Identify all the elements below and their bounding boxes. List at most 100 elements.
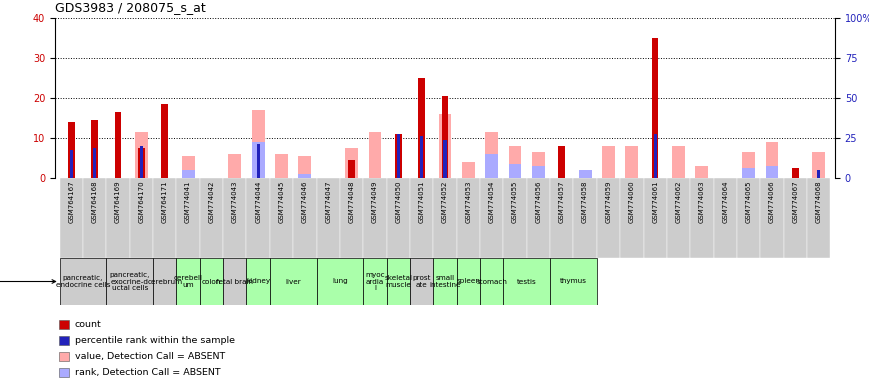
- Bar: [60, 258, 106, 305]
- Bar: [550, 178, 574, 258]
- Bar: [348, 160, 355, 178]
- Text: GSM774064: GSM774064: [722, 180, 728, 223]
- Bar: [223, 258, 247, 305]
- Bar: [602, 146, 615, 178]
- Text: GSM774049: GSM774049: [372, 180, 378, 223]
- Bar: [737, 178, 760, 258]
- Text: GSM774051: GSM774051: [419, 180, 425, 223]
- Bar: [644, 178, 667, 258]
- Bar: [363, 178, 387, 258]
- Bar: [182, 156, 195, 178]
- Text: myoc
ardia
l: myoc ardia l: [365, 272, 385, 291]
- Bar: [532, 152, 545, 178]
- Text: rank, Detection Call = ABSENT: rank, Detection Call = ABSENT: [75, 368, 220, 377]
- Bar: [443, 140, 447, 178]
- Text: GDS3983 / 208075_s_at: GDS3983 / 208075_s_at: [55, 1, 206, 14]
- Bar: [742, 168, 755, 178]
- Bar: [760, 178, 784, 258]
- Text: GSM774046: GSM774046: [302, 180, 308, 223]
- Bar: [579, 170, 592, 178]
- Bar: [532, 166, 545, 178]
- Text: pancreatic,
endocrine cells: pancreatic, endocrine cells: [56, 275, 110, 288]
- Text: colon: colon: [202, 278, 221, 285]
- Text: GSM774053: GSM774053: [466, 180, 471, 223]
- Text: GSM774042: GSM774042: [209, 180, 215, 223]
- Bar: [766, 166, 779, 178]
- Text: fetal brain: fetal brain: [216, 278, 254, 285]
- Bar: [316, 178, 340, 258]
- Bar: [480, 178, 503, 258]
- Text: GSM774063: GSM774063: [699, 180, 705, 223]
- Text: GSM774048: GSM774048: [348, 180, 355, 223]
- Bar: [252, 110, 264, 178]
- Bar: [298, 174, 311, 178]
- Text: cerebell
um: cerebell um: [174, 275, 202, 288]
- Bar: [807, 178, 830, 258]
- Text: GSM774057: GSM774057: [559, 180, 565, 223]
- Text: kidney: kidney: [246, 278, 270, 285]
- Bar: [162, 104, 168, 178]
- Bar: [270, 258, 316, 305]
- Bar: [652, 38, 659, 178]
- Bar: [106, 178, 129, 258]
- Bar: [387, 178, 410, 258]
- Bar: [182, 170, 195, 178]
- Text: GSM774059: GSM774059: [606, 180, 612, 223]
- Text: GSM774044: GSM774044: [255, 180, 262, 223]
- Bar: [439, 114, 451, 178]
- Bar: [485, 154, 498, 178]
- Bar: [395, 134, 401, 178]
- Text: GSM764171: GSM764171: [162, 180, 168, 223]
- Text: GSM764168: GSM764168: [92, 180, 97, 223]
- Bar: [462, 162, 474, 178]
- Bar: [667, 178, 690, 258]
- Bar: [817, 170, 820, 178]
- Bar: [742, 152, 755, 178]
- Bar: [434, 258, 457, 305]
- Bar: [574, 178, 597, 258]
- Text: GSM774061: GSM774061: [652, 180, 658, 223]
- Bar: [293, 178, 316, 258]
- Text: GSM774050: GSM774050: [395, 180, 401, 223]
- Text: count: count: [75, 320, 102, 329]
- Text: GSM774043: GSM774043: [232, 180, 238, 223]
- Text: GSM774060: GSM774060: [629, 180, 635, 223]
- Bar: [441, 96, 448, 178]
- Bar: [275, 154, 288, 178]
- Text: testis: testis: [517, 278, 537, 285]
- Text: value, Detection Call = ABSENT: value, Detection Call = ABSENT: [75, 352, 225, 361]
- Bar: [270, 178, 293, 258]
- Bar: [363, 258, 387, 305]
- Bar: [256, 144, 260, 178]
- Bar: [60, 178, 83, 258]
- Bar: [784, 178, 807, 258]
- Bar: [229, 154, 242, 178]
- Text: stomach: stomach: [476, 278, 507, 285]
- Bar: [420, 136, 423, 178]
- Bar: [485, 132, 498, 178]
- Text: prost
ate: prost ate: [413, 275, 431, 288]
- Text: GSM774052: GSM774052: [442, 180, 448, 223]
- Bar: [503, 178, 527, 258]
- Text: lung: lung: [332, 278, 348, 285]
- Bar: [480, 258, 503, 305]
- Bar: [550, 258, 597, 305]
- Bar: [672, 146, 685, 178]
- Text: GSM774041: GSM774041: [185, 180, 191, 223]
- Bar: [316, 258, 363, 305]
- Bar: [340, 178, 363, 258]
- Bar: [200, 178, 223, 258]
- Text: tissue: tissue: [0, 277, 56, 286]
- Bar: [115, 112, 122, 178]
- Text: GSM774056: GSM774056: [535, 180, 541, 223]
- Bar: [176, 258, 200, 305]
- Bar: [140, 146, 143, 178]
- Bar: [153, 258, 176, 305]
- Bar: [620, 178, 644, 258]
- Text: GSM774066: GSM774066: [769, 180, 775, 223]
- Bar: [508, 164, 521, 178]
- Bar: [792, 168, 799, 178]
- Bar: [626, 146, 638, 178]
- Bar: [252, 142, 264, 178]
- Bar: [153, 178, 176, 258]
